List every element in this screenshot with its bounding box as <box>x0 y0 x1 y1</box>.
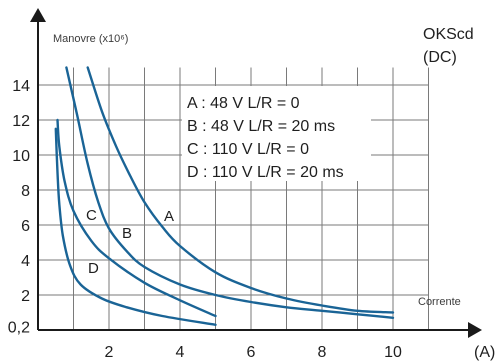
curve-label-c: C <box>86 207 97 224</box>
y-tick-label: 6 <box>21 218 30 235</box>
legend-entry: A : 48 V L/R = 0 <box>187 95 300 112</box>
legend-box <box>182 86 371 181</box>
curve-label-b: B <box>122 225 132 242</box>
curve-a <box>86 66 395 314</box>
x-axis-arrow <box>468 322 482 338</box>
y-tick-label: 0,2 <box>8 320 30 337</box>
legend-entry: B : 48 V L/R = 20 ms <box>187 118 335 135</box>
x-axis-unit: (A) <box>474 344 495 361</box>
x-tick-labels: 2 4 6 8 10 <box>105 344 402 361</box>
y-tick-label: 10 <box>12 148 30 165</box>
y-tick-label: 12 <box>12 113 30 130</box>
x-axis-label: Corrente <box>418 296 461 308</box>
curve-c <box>56 118 217 318</box>
curve-d <box>54 127 217 326</box>
y-tick-label: 14 <box>12 78 30 95</box>
x-tick-label: 4 <box>176 344 185 361</box>
x-tick-label: 8 <box>318 344 327 361</box>
y-tick-label: 4 <box>21 253 30 270</box>
legend-entry: D : 110 V L/R = 20 ms <box>187 164 344 181</box>
x-tick-label: 2 <box>105 344 114 361</box>
curves <box>54 66 395 326</box>
x-tick-label: 10 <box>384 344 402 361</box>
chart-title: OKScd <box>423 26 474 43</box>
y-axis-arrow <box>30 8 46 22</box>
y-tick-labels: 0,2 2 4 6 8 10 12 14 <box>8 78 30 337</box>
curve-label-d: D <box>88 260 99 277</box>
chart-subtitle: (DC) <box>423 49 457 66</box>
x-tick-label: 6 <box>247 344 256 361</box>
y-tick-label: 2 <box>21 288 30 305</box>
legend-entry: C : 110 V L/R = 0 <box>187 141 309 158</box>
y-axis-label: Manovre (x10⁶) <box>53 33 128 45</box>
curve-b <box>65 66 395 319</box>
y-tick-label: 8 <box>21 183 30 200</box>
curve-label-a: A <box>164 208 174 225</box>
